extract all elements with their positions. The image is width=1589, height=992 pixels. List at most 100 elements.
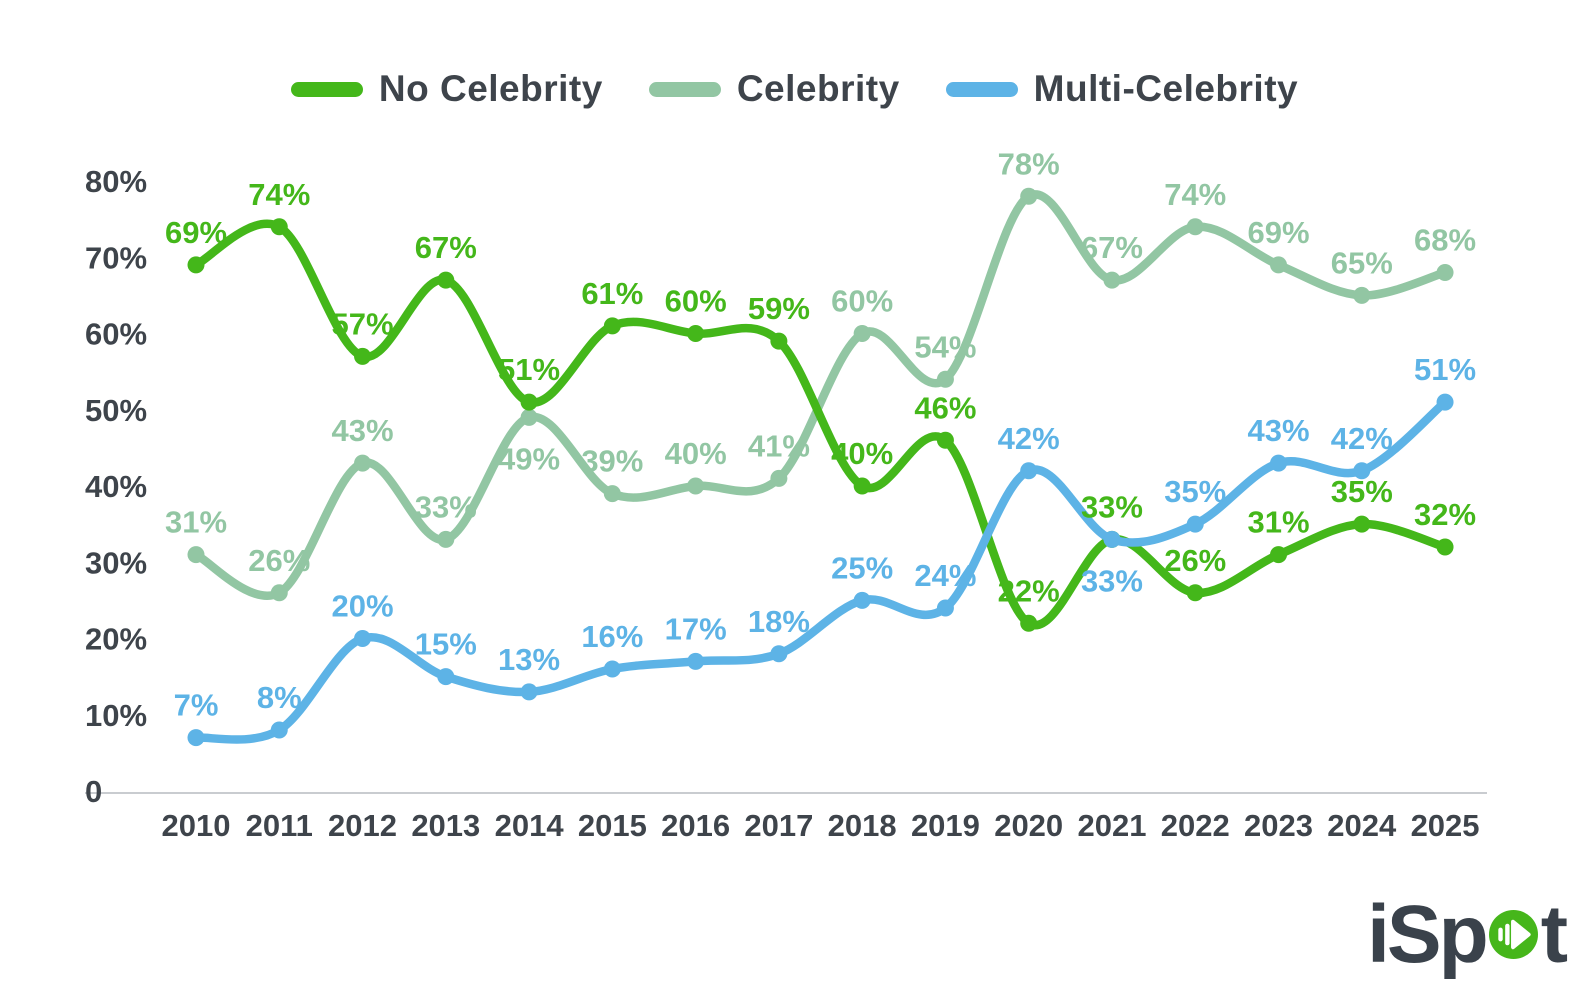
data-label-celebrity-2012: 43% <box>332 413 394 448</box>
data-label-no-celebrity-2018: 40% <box>831 436 893 471</box>
data-label-no-celebrity-2014: 51% <box>498 352 560 387</box>
legend-swatch-multi-celebrity <box>945 81 1018 97</box>
data-label-multi-celebrity-2012: 20% <box>332 589 394 624</box>
x-tick-label: 2021 <box>1077 808 1146 843</box>
x-tick-label: 2019 <box>911 808 980 843</box>
data-label-no-celebrity-2023: 31% <box>1247 505 1309 540</box>
data-label-celebrity-2013: 33% <box>415 489 477 524</box>
data-label-multi-celebrity-2020: 42% <box>998 421 1060 456</box>
data-point-multi-celebrity-2020 <box>1020 462 1038 480</box>
data-label-celebrity-2018: 60% <box>831 284 893 319</box>
data-point-multi-celebrity-2023 <box>1270 454 1288 472</box>
legend-item-no-celebrity: No Celebrity <box>290 68 603 110</box>
ispot-logo: iSp t <box>1367 889 1568 980</box>
legend-swatch-celebrity <box>648 81 721 97</box>
data-point-multi-celebrity-2015 <box>603 660 621 678</box>
data-point-celebrity-2020 <box>1020 187 1038 205</box>
x-tick-label: 2017 <box>744 808 813 843</box>
data-point-multi-celebrity-2012 <box>354 630 372 647</box>
legend-label: No Celebrity <box>378 68 603 109</box>
data-point-celebrity-2024 <box>1353 286 1371 304</box>
data-point-multi-celebrity-2010 <box>187 729 205 747</box>
data-label-celebrity-2024: 65% <box>1331 245 1393 280</box>
data-label-no-celebrity-2015: 61% <box>581 276 643 311</box>
data-label-multi-celebrity-2014: 13% <box>498 642 560 677</box>
data-label-celebrity-2025: 68% <box>1414 223 1476 258</box>
data-point-celebrity-2023 <box>1270 256 1288 274</box>
data-point-no-celebrity-2025 <box>1436 538 1454 556</box>
data-label-no-celebrity-2025: 32% <box>1414 497 1476 532</box>
logo-text-left: iSp <box>1367 889 1489 980</box>
legend-item-celebrity: Celebrity <box>648 68 900 110</box>
data-point-multi-celebrity-2017 <box>770 645 788 663</box>
data-point-multi-celebrity-2016 <box>687 652 705 670</box>
y-tick-label: 20% <box>85 622 147 657</box>
data-point-no-celebrity-2015 <box>603 317 621 335</box>
data-point-multi-celebrity-2018 <box>853 591 871 609</box>
data-label-multi-celebrity-2019: 24% <box>914 558 976 593</box>
x-tick-label: 2015 <box>578 808 647 843</box>
data-point-no-celebrity-2022 <box>1186 584 1204 602</box>
data-label-no-celebrity-2012: 57% <box>332 306 394 341</box>
x-tick-label: 2023 <box>1244 808 1313 843</box>
x-tick-label: 2014 <box>495 808 565 843</box>
data-point-no-celebrity-2023 <box>1270 546 1288 564</box>
data-point-multi-celebrity-2025 <box>1436 393 1454 411</box>
x-tick-label: 2022 <box>1161 808 1230 843</box>
data-point-multi-celebrity-2011 <box>270 721 288 739</box>
data-point-no-celebrity-2024 <box>1353 515 1371 533</box>
x-tick-label: 2025 <box>1411 808 1480 843</box>
data-label-multi-celebrity-2016: 17% <box>665 611 727 646</box>
data-label-celebrity-2011: 26% <box>248 543 310 578</box>
data-label-celebrity-2010: 31% <box>165 505 227 540</box>
legend-swatch-no-celebrity <box>290 81 363 97</box>
play-icon <box>1488 910 1538 959</box>
data-label-multi-celebrity-2010: 7% <box>174 688 219 723</box>
data-point-multi-celebrity-2022 <box>1186 515 1204 533</box>
data-label-no-celebrity-2011: 74% <box>248 177 310 212</box>
data-label-multi-celebrity-2013: 15% <box>415 627 477 662</box>
data-point-multi-celebrity-2024 <box>1353 462 1371 480</box>
data-point-no-celebrity-2010 <box>187 256 205 274</box>
x-tick-label: 2018 <box>828 808 897 843</box>
data-label-no-celebrity-2016: 60% <box>665 284 727 319</box>
data-point-celebrity-2018 <box>853 325 871 342</box>
data-point-celebrity-2022 <box>1186 218 1204 236</box>
x-tick-label: 2010 <box>162 808 231 843</box>
x-tick-label: 2016 <box>661 808 730 843</box>
data-label-celebrity-2019: 54% <box>914 329 976 364</box>
legend-label: Multi-Celebrity <box>1033 68 1299 109</box>
data-label-multi-celebrity-2023: 43% <box>1247 413 1309 448</box>
data-label-no-celebrity-2019: 46% <box>914 390 976 425</box>
data-label-multi-celebrity-2021: 33% <box>1081 563 1143 598</box>
data-label-no-celebrity-2017: 59% <box>748 291 810 326</box>
data-label-multi-celebrity-2024: 42% <box>1331 421 1393 456</box>
y-tick-label: 10% <box>85 698 147 733</box>
data-point-no-celebrity-2014 <box>520 393 538 411</box>
data-point-multi-celebrity-2019 <box>936 599 954 617</box>
y-tick-label: 80% <box>85 164 147 199</box>
data-label-celebrity-2021: 67% <box>1081 230 1143 265</box>
data-point-celebrity-2017 <box>770 469 788 487</box>
data-point-celebrity-2013 <box>437 530 455 548</box>
x-tick-label: 2013 <box>411 808 480 843</box>
data-point-celebrity-2015 <box>603 485 621 503</box>
data-point-celebrity-2019 <box>936 370 954 388</box>
data-label-no-celebrity-2013: 67% <box>415 230 477 265</box>
data-label-no-celebrity-2021: 33% <box>1081 489 1143 524</box>
x-tick-label: 2024 <box>1327 808 1397 843</box>
data-label-celebrity-2022: 74% <box>1164 177 1226 212</box>
data-label-multi-celebrity-2017: 18% <box>748 604 810 639</box>
y-tick-label: 70% <box>85 240 147 275</box>
y-tick-label: 30% <box>85 545 147 580</box>
data-label-celebrity-2015: 39% <box>581 444 643 479</box>
data-point-no-celebrity-2016 <box>687 325 705 342</box>
y-tick-label: 0 <box>85 774 102 809</box>
y-tick-label: 40% <box>85 469 147 504</box>
data-point-no-celebrity-2013 <box>437 271 455 289</box>
data-point-celebrity-2011 <box>270 584 288 602</box>
data-point-no-celebrity-2019 <box>936 431 954 449</box>
data-label-multi-celebrity-2022: 35% <box>1164 474 1226 509</box>
data-label-no-celebrity-2022: 26% <box>1164 543 1226 578</box>
